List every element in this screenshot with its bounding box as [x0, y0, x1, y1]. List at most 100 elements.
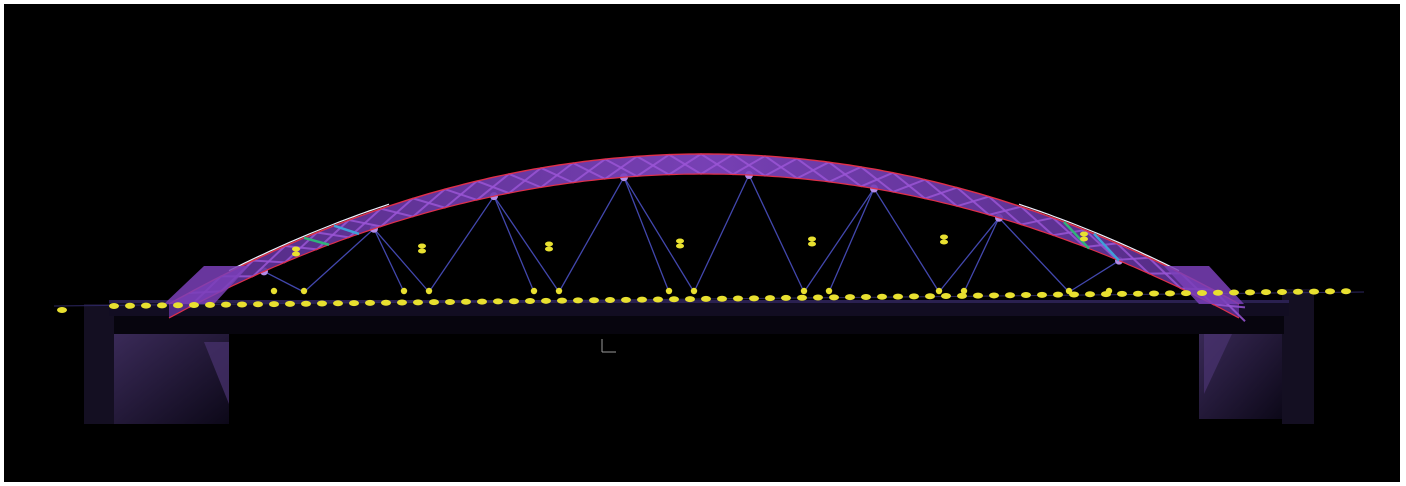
- arch-brace: [412, 188, 446, 218]
- hanger-cable: [998, 217, 1070, 293]
- arch-brace: [892, 178, 926, 193]
- deck-node-marker: [1197, 289, 1207, 296]
- arch-left-springing: [164, 266, 249, 304]
- deck-node-marker: [1149, 290, 1159, 297]
- hanger-anchor-marker: [300, 287, 308, 295]
- deck-node-marker: [893, 293, 903, 300]
- deck-node-marker: [141, 302, 151, 309]
- floating-node-marker: [676, 243, 684, 249]
- deck-node-marker: [109, 303, 119, 309]
- deck-node-marker: [541, 297, 551, 304]
- deck-node-marker: [973, 292, 983, 299]
- arch-brace: [700, 153, 734, 175]
- arch-brace: [540, 162, 574, 189]
- arch-brace: [1052, 229, 1086, 237]
- hanger-anchor-marker: [935, 287, 943, 295]
- floating-node-marker: [940, 234, 948, 240]
- hanger-cable: [373, 228, 405, 293]
- deck-node-marker: [1133, 290, 1143, 297]
- hanger-cable: [493, 195, 560, 293]
- hanger-cable: [828, 188, 875, 293]
- deck-node-marker: [125, 302, 135, 309]
- arch-edge-highlight: [228, 203, 390, 272]
- arch-brace: [764, 157, 798, 177]
- arch-right-springing: [1164, 266, 1244, 304]
- arch-brace: [1020, 216, 1054, 226]
- hanger-cable: [693, 174, 750, 293]
- floating-node-marker: [940, 239, 948, 245]
- bridge-model: [53, 153, 1365, 424]
- deck-node-marker: [749, 295, 759, 302]
- arch-brace: [380, 197, 414, 228]
- deck-node-marker: [1277, 288, 1287, 295]
- hanger-cable: [558, 176, 625, 293]
- deck-node-marker: [1213, 289, 1223, 296]
- deck-node-marker: [317, 300, 327, 307]
- deck-node-marker: [797, 294, 807, 301]
- arch-brace: [316, 219, 350, 251]
- deck-node-marker: [1261, 289, 1271, 296]
- arch-brace: [956, 195, 990, 208]
- hanger-anchor-marker: [800, 287, 808, 295]
- arch-brace: [988, 205, 1022, 216]
- right-abutment: [1199, 289, 1314, 424]
- deck-node-marker: [685, 296, 695, 303]
- deck-node-marker: [733, 295, 743, 302]
- arch-brace: [636, 153, 670, 178]
- deck-node-marker: [429, 299, 439, 306]
- arch-brace: [796, 161, 830, 180]
- deck-node-marker: [861, 293, 871, 300]
- deck-node-marker: [829, 294, 839, 301]
- deck-node-marker: [349, 300, 359, 307]
- arch-brace: [604, 155, 638, 180]
- deck-node-marker: [477, 298, 487, 305]
- arch-brace: [860, 171, 894, 188]
- deck-node-marker: [221, 301, 231, 308]
- deck-node-marker: [909, 293, 919, 300]
- deck-node-marker: [1341, 288, 1351, 295]
- arch-brace: [1212, 303, 1246, 309]
- hanger-cable: [938, 217, 1000, 293]
- arch-brace: [668, 153, 702, 176]
- deck-node-marker: [1021, 292, 1031, 299]
- hanger-anchor-marker: [1105, 287, 1113, 295]
- hanger-anchor-marker: [665, 287, 673, 295]
- hanger-cable: [803, 188, 875, 293]
- deck-node-marker: [205, 301, 215, 308]
- floating-node-marker: [545, 246, 553, 252]
- deck-node-marker: [1293, 288, 1303, 295]
- left-abutment: [84, 304, 229, 424]
- deck-node-marker: [765, 295, 775, 302]
- deck-node-marker: [461, 298, 471, 305]
- floating-node-marker: [1080, 236, 1088, 242]
- floating-node-marker: [418, 248, 426, 254]
- arch-stress-accent: [1063, 221, 1090, 250]
- deck-node-marker: [813, 294, 823, 301]
- hanger-cable: [623, 176, 695, 293]
- hanger-cables: [260, 171, 1123, 293]
- deck-node-marker: [1309, 288, 1319, 295]
- arch-brace: [1116, 256, 1150, 261]
- deck-node-marker: [1325, 288, 1335, 295]
- deck-node-marker: [877, 293, 887, 300]
- hanger-anchor-marker: [1065, 287, 1073, 295]
- deck-node-marker: [957, 292, 967, 299]
- arch-stress-accent: [333, 224, 360, 236]
- deck-node-marker: [621, 296, 631, 303]
- deck-node-marker: [717, 295, 727, 302]
- arch-ribs: [164, 153, 1246, 322]
- hanger-cable: [428, 195, 495, 293]
- deck-node-marker: [1037, 291, 1047, 298]
- hanger-cable: [748, 174, 805, 293]
- deck-node-marker: [1245, 289, 1255, 296]
- deck-node-marker: [557, 297, 567, 304]
- floating-node-markers: [292, 231, 1088, 257]
- hanger-cable: [873, 188, 940, 293]
- arch-brace: [508, 167, 542, 194]
- deck-node-marker: [653, 296, 663, 303]
- deck-node-marker: [445, 298, 455, 305]
- hanger-anchor-marker: [400, 287, 408, 295]
- hanger-anchor-marker: [555, 287, 563, 295]
- arch-brace: [732, 155, 766, 176]
- deck-node-marker: [605, 297, 615, 304]
